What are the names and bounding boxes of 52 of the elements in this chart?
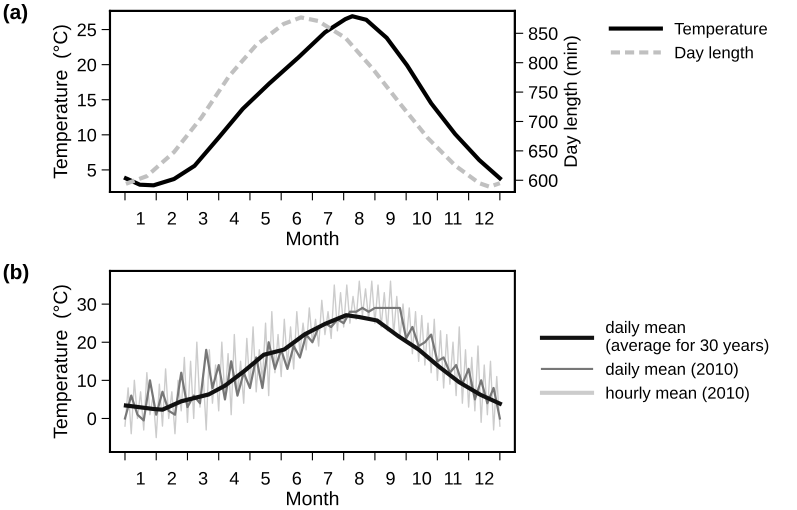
y2-tick-label: 700 — [528, 115, 558, 128]
y-axis-title: Temperature (°C) — [53, 285, 72, 438]
legend-label: daily mean (2010) — [606, 362, 738, 378]
legend-label: hourly mean (2010) — [606, 386, 749, 402]
x-tick-label: 12 — [476, 212, 494, 225]
y-tick-label: 25 — [78, 23, 96, 36]
x-tick-label: 12 — [476, 472, 494, 485]
x-tick-label: 7 — [324, 472, 332, 485]
x-tick-label: 5 — [261, 212, 270, 225]
x-tick-label: 3 — [198, 472, 208, 485]
x-tick-label: 5 — [261, 472, 270, 485]
x-tick-label: 9 — [386, 212, 395, 225]
y-tick-label: 15 — [78, 94, 96, 106]
x-tick-label: 10 — [413, 472, 432, 485]
x-tick-label: 7 — [324, 212, 332, 225]
y2-tick-label: 800 — [528, 56, 558, 70]
x-tick-label: 8 — [355, 472, 364, 485]
x-axis-title: Month — [287, 231, 338, 246]
x-tick-label: 4 — [230, 472, 239, 485]
x-tick-label: 2 — [168, 472, 176, 485]
x-tick-label: 6 — [292, 472, 302, 485]
legend-label: daily mean (average for 30 years) — [606, 320, 768, 354]
line-series — [124, 280, 501, 438]
x-axis-title: Month — [287, 491, 338, 506]
chart-title: (b) — [4, 264, 28, 284]
y-tick-label: 10 — [78, 374, 96, 388]
y-tick-label: 30 — [77, 298, 96, 311]
x-tick-label: 11 — [445, 472, 462, 485]
x-tick-label: 4 — [230, 212, 239, 225]
x-tick-label: 9 — [386, 472, 395, 485]
y-tick-label: 0 — [87, 412, 96, 426]
y-tick-label: 10 — [78, 128, 96, 142]
x-tick-label: 3 — [198, 212, 208, 225]
x-tick-label: 8 — [355, 212, 364, 225]
legend-label: Temperature — [674, 22, 767, 38]
y-tick-label: 20 — [78, 336, 96, 349]
y2-tick-label: 750 — [528, 86, 558, 99]
y2-tick-label: 650 — [528, 144, 558, 158]
y-axis-title: Temperature (°C) — [53, 25, 72, 178]
legend-label: Day length — [676, 46, 753, 62]
x-tick-label: 11 — [445, 212, 462, 225]
y2-tick-label: 600 — [528, 174, 558, 187]
x-tick-label: 6 — [292, 212, 302, 225]
y-tick-label: 20 — [78, 58, 96, 72]
chart-title: (a) — [4, 4, 28, 24]
x-tick-label: 1 — [136, 212, 145, 225]
y2-tick-label: 850 — [528, 27, 558, 40]
x-tick-label: 1 — [136, 472, 145, 485]
x-tick-label: 10 — [413, 212, 432, 225]
y-tick-label: 5 — [87, 164, 96, 177]
y2-axis-title: Day length (min) — [564, 36, 581, 166]
x-tick-label: 2 — [168, 212, 176, 225]
